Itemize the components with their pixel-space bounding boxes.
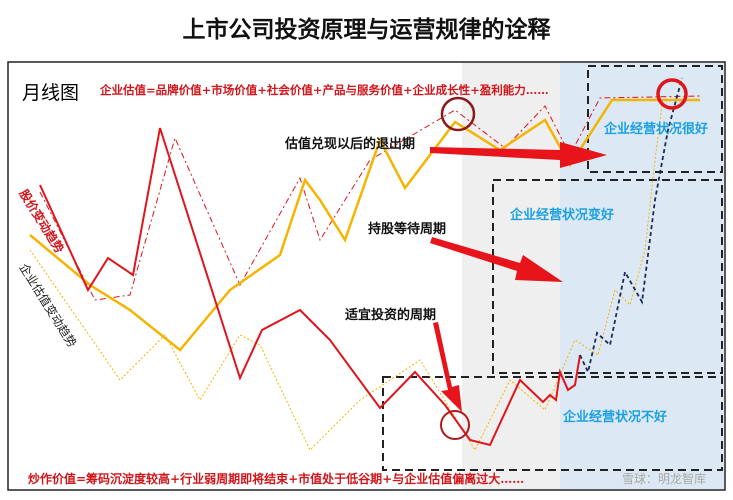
price-solid-line — [39, 127, 581, 447]
chart-label: 月线图 — [22, 82, 80, 104]
peak-circle — [440, 96, 476, 132]
zone-label-improving: 企业经营状况变好 — [510, 208, 615, 223]
exit-period-label: 估值兑现以后的退出期 — [285, 137, 416, 152]
zone-box-improving — [492, 179, 723, 374]
speculation-formula: 炒作价值=筹码沉淀度较高+行业弱周期即将结束+市值处于低谷期+与企业估值偏离过大… — [28, 472, 525, 486]
zone-label-very-good: 企业经营状况很好 — [604, 122, 709, 137]
zone-box-bad — [382, 376, 723, 471]
zone-label-bad: 企业经营状况不好 — [563, 410, 668, 425]
holding-arrow — [430, 237, 563, 282]
bottom-circle — [440, 410, 470, 440]
holding-period-label: 持股等待周期 — [368, 222, 447, 237]
valuation-solid-line — [29, 98, 700, 352]
page-title: 上市公司投资原理与运营规律的诠释 — [182, 17, 551, 43]
exit-arrow — [430, 142, 607, 168]
zone-box-very-good — [587, 65, 723, 173]
invest-arrow — [433, 322, 462, 412]
watermark: 雪球：明龙智库 — [622, 472, 707, 486]
blue-zone — [560, 63, 724, 489]
valuation-formula: 企业估值=品牌价值+市场价值+社会价值+产品与服务价值+企业成长性+盈利能力…… — [100, 83, 549, 97]
invest-period-label: 适宜投资的周期 — [345, 308, 437, 323]
price-dashdot-line — [39, 95, 701, 301]
top-circle — [656, 78, 688, 110]
